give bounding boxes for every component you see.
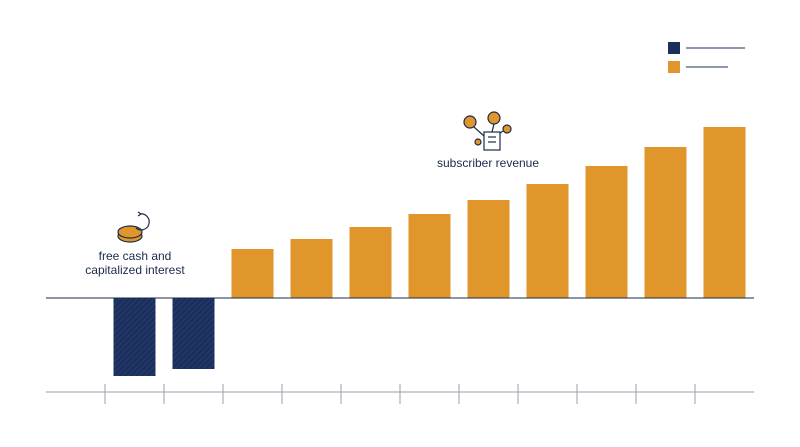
annotation: subscriber revenue <box>437 156 539 170</box>
bar <box>113 298 156 376</box>
coin-icon <box>117 211 150 243</box>
legend-swatch <box>668 42 680 54</box>
bar <box>172 298 215 369</box>
bar <box>290 239 333 298</box>
annotation: capitalized interest <box>85 263 185 277</box>
bar <box>231 249 274 298</box>
network-icon <box>463 111 512 151</box>
annotation: free cash and <box>99 249 172 263</box>
bar <box>349 227 392 298</box>
bar <box>408 214 451 298</box>
bar <box>467 200 510 298</box>
bar <box>526 184 569 298</box>
legend <box>668 42 745 73</box>
bar <box>585 166 628 298</box>
bar <box>703 127 746 298</box>
bar <box>644 147 687 298</box>
legend-swatch <box>668 61 680 73</box>
